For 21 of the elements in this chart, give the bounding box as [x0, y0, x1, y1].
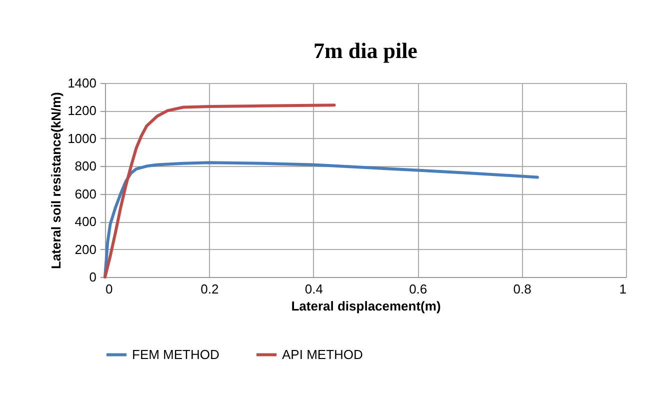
y-tick-label: 400: [74, 214, 96, 230]
legend-label: API METHOD: [282, 346, 363, 362]
legend-label: FEM METHOD: [132, 346, 220, 362]
y-tick-label: 800: [74, 158, 96, 174]
y-tick-label: 0: [89, 270, 96, 284]
y-tick-label: 600: [74, 186, 96, 202]
x-tick-label: 1: [619, 282, 626, 296]
x-tick-label: 0.2: [200, 282, 219, 296]
x-tick-label: 0.4: [304, 282, 323, 296]
x-tick-label: 0.6: [409, 282, 428, 296]
y-tick-label: 1000: [68, 130, 96, 146]
x-tick-label: 0: [106, 282, 113, 296]
y-axis-title: Lateral soil resistance(kN/m): [48, 92, 64, 270]
line-series: [104, 161, 539, 278]
y-tick-label: 1200: [68, 103, 96, 118]
x-tick-label: 0.8: [513, 282, 532, 296]
chart-title: 7m dia pile: [314, 38, 418, 63]
line-series: [104, 104, 336, 278]
y-tick-label: 200: [74, 242, 96, 257]
x-axis-title: Lateral displacement(m): [291, 298, 441, 314]
y-tick-label: 1400: [68, 76, 96, 90]
